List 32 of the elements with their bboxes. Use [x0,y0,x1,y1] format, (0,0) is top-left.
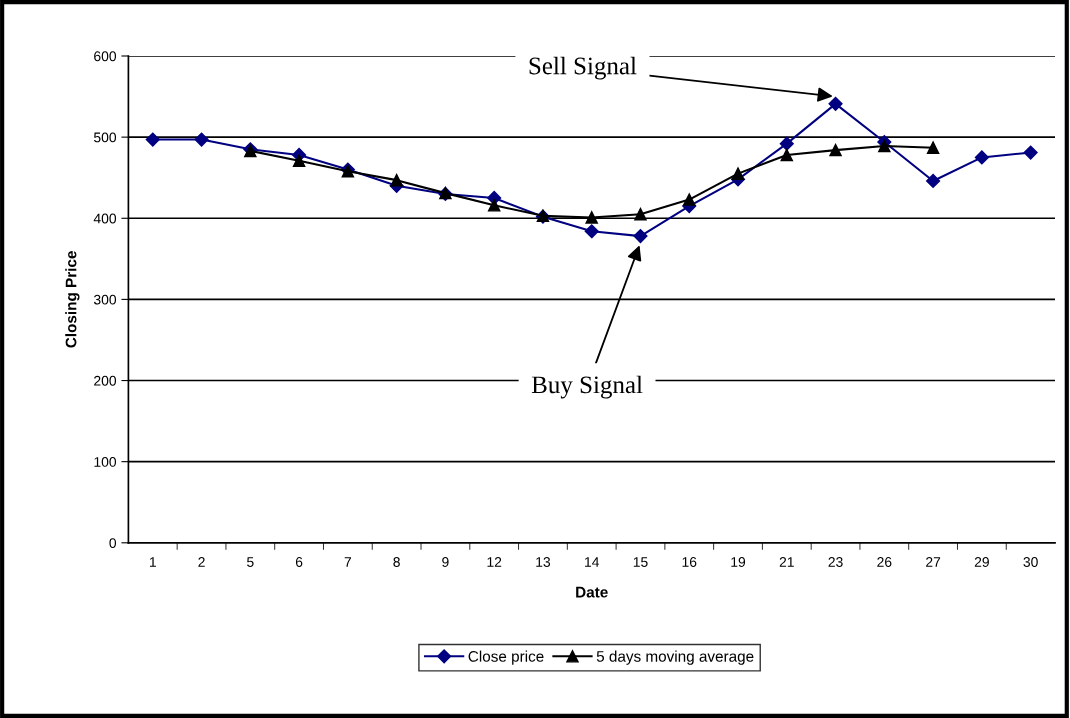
x-axis-title: Date [576,586,608,598]
y-tick-label: 400 [93,213,117,224]
x-tick-label: 30 [1023,557,1038,567]
x-tick-label: 2 [198,557,205,567]
x-tick-label: 1 [149,557,156,567]
x-tick-label: 9 [442,557,449,567]
x-tick-label: 6 [295,557,303,567]
x-tick-label: 29 [974,557,989,567]
x-tick-label: 26 [877,557,892,567]
annotation: Sell Signal [529,56,637,80]
x-tick-label: 12 [487,557,502,567]
y-tick-label: 200 [94,375,117,386]
legend-label: Close price [468,650,544,665]
x-tick-label: 21 [779,557,794,567]
y-tick-label: 500 [93,132,117,143]
y-tick-label: 300 [93,294,117,305]
y-tick-label: 0 [109,538,117,548]
annotation: Buy Signal [531,375,643,399]
y-axis-title: Closing Price [65,251,80,348]
x-tick-label: 16 [682,557,697,567]
legend-label: 5 days moving average [596,650,754,665]
x-tick-label: 13 [536,557,551,567]
y-tick-label: 600 [94,51,117,62]
x-tick-label: 23 [828,557,843,567]
x-tick-label: 15 [633,557,648,567]
x-tick-label: 8 [393,557,400,567]
x-tick-label: 14 [585,557,600,567]
x-tick-label: 27 [926,557,941,567]
x-tick-label: 7 [344,557,352,567]
x-tick-label: 5 [247,557,254,567]
x-tick-label: 19 [731,557,746,567]
y-tick-label: 100 [94,457,117,467]
